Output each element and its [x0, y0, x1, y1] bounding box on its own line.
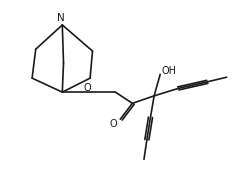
- Text: N: N: [57, 13, 65, 23]
- Text: O: O: [109, 119, 117, 129]
- Text: OH: OH: [162, 66, 177, 76]
- Text: O: O: [84, 83, 91, 93]
